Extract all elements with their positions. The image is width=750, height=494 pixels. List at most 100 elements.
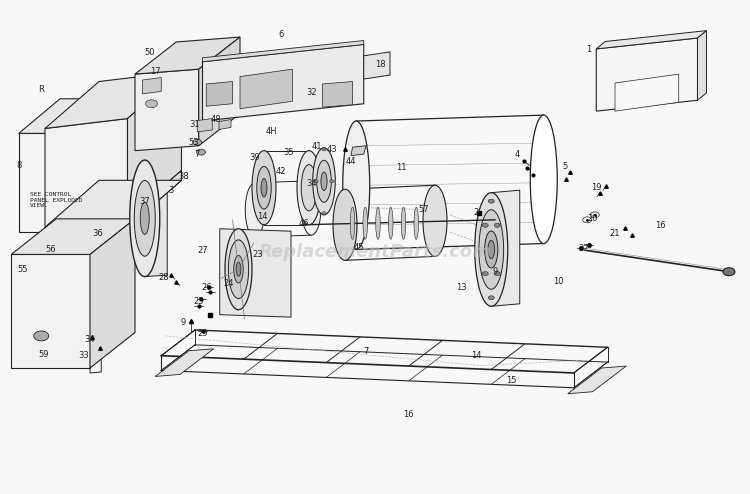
Ellipse shape xyxy=(478,210,504,289)
Text: 31: 31 xyxy=(190,120,200,129)
Polygon shape xyxy=(90,219,135,368)
Text: 55: 55 xyxy=(17,265,28,274)
Polygon shape xyxy=(364,52,390,79)
Text: 25: 25 xyxy=(194,297,204,306)
Ellipse shape xyxy=(134,180,155,256)
Circle shape xyxy=(494,223,500,227)
Text: 9: 9 xyxy=(180,318,186,327)
Text: 16: 16 xyxy=(404,411,414,419)
Polygon shape xyxy=(19,99,98,133)
Polygon shape xyxy=(90,240,101,373)
Text: 22: 22 xyxy=(578,244,589,253)
Ellipse shape xyxy=(401,207,406,239)
Circle shape xyxy=(330,180,334,183)
Polygon shape xyxy=(135,37,240,74)
Text: 34: 34 xyxy=(85,335,95,344)
Ellipse shape xyxy=(316,160,332,203)
Text: 19: 19 xyxy=(591,183,602,192)
Polygon shape xyxy=(142,78,161,94)
Text: 7: 7 xyxy=(363,347,369,356)
Text: 1: 1 xyxy=(586,45,591,54)
Circle shape xyxy=(482,272,488,276)
Ellipse shape xyxy=(350,207,355,239)
Polygon shape xyxy=(135,69,199,151)
Circle shape xyxy=(482,223,488,227)
Ellipse shape xyxy=(414,207,419,239)
Ellipse shape xyxy=(245,183,265,237)
Polygon shape xyxy=(351,146,366,156)
Ellipse shape xyxy=(140,203,149,234)
Text: 14: 14 xyxy=(471,351,482,360)
Text: 35: 35 xyxy=(284,148,294,157)
Circle shape xyxy=(322,212,326,215)
Ellipse shape xyxy=(236,262,241,276)
Text: 59: 59 xyxy=(38,350,49,359)
Text: 7: 7 xyxy=(194,150,200,159)
Text: 23: 23 xyxy=(252,250,262,259)
Ellipse shape xyxy=(297,151,321,225)
Circle shape xyxy=(322,148,326,151)
Text: 33: 33 xyxy=(79,351,89,360)
Text: 14: 14 xyxy=(257,212,268,221)
Text: 8: 8 xyxy=(16,161,22,170)
Polygon shape xyxy=(128,72,182,217)
Polygon shape xyxy=(206,82,232,106)
Circle shape xyxy=(488,199,494,203)
Text: 44: 44 xyxy=(346,157,356,166)
Text: 10: 10 xyxy=(554,277,564,286)
Ellipse shape xyxy=(234,255,243,283)
Ellipse shape xyxy=(376,207,380,239)
Ellipse shape xyxy=(302,165,316,211)
Text: 45: 45 xyxy=(353,243,364,251)
Ellipse shape xyxy=(333,189,357,260)
Text: 36: 36 xyxy=(92,229,103,238)
Polygon shape xyxy=(202,44,364,121)
Polygon shape xyxy=(202,41,364,62)
Polygon shape xyxy=(219,120,231,129)
Text: 41: 41 xyxy=(311,142,322,151)
Text: 50: 50 xyxy=(145,48,155,57)
Circle shape xyxy=(723,268,735,276)
Text: 17: 17 xyxy=(150,67,160,76)
Text: 43: 43 xyxy=(326,145,337,154)
Text: 18: 18 xyxy=(375,60,386,69)
Ellipse shape xyxy=(302,181,321,235)
Ellipse shape xyxy=(388,207,393,239)
Text: 56: 56 xyxy=(46,245,56,254)
Ellipse shape xyxy=(130,160,160,277)
Text: 6: 6 xyxy=(278,30,284,39)
Text: 34: 34 xyxy=(306,179,316,188)
Circle shape xyxy=(488,296,494,300)
Ellipse shape xyxy=(484,231,498,268)
Ellipse shape xyxy=(261,178,267,197)
Text: 32: 32 xyxy=(306,88,316,97)
Text: 15: 15 xyxy=(506,376,517,385)
Text: 26: 26 xyxy=(201,283,211,292)
Polygon shape xyxy=(11,219,135,254)
Text: 2: 2 xyxy=(474,208,478,217)
Text: 53: 53 xyxy=(188,138,199,147)
Text: 46: 46 xyxy=(298,219,309,228)
Text: 11: 11 xyxy=(396,164,406,172)
Text: 20: 20 xyxy=(587,214,598,223)
Polygon shape xyxy=(322,82,352,107)
Text: 29: 29 xyxy=(197,329,208,338)
Polygon shape xyxy=(220,229,291,317)
Polygon shape xyxy=(240,69,292,109)
Polygon shape xyxy=(568,366,626,394)
Circle shape xyxy=(193,139,202,145)
Polygon shape xyxy=(45,119,128,227)
Circle shape xyxy=(314,180,318,183)
Text: 39: 39 xyxy=(250,153,260,162)
Polygon shape xyxy=(45,180,182,227)
Ellipse shape xyxy=(313,148,335,215)
Text: 28: 28 xyxy=(158,273,169,282)
Text: 48: 48 xyxy=(211,115,221,124)
Text: 42: 42 xyxy=(276,167,286,176)
Text: 21: 21 xyxy=(610,229,620,238)
Polygon shape xyxy=(19,133,56,232)
Ellipse shape xyxy=(252,151,276,225)
Circle shape xyxy=(196,149,206,155)
Text: ReplacementParts.com: ReplacementParts.com xyxy=(259,243,491,261)
Text: 13: 13 xyxy=(456,283,466,292)
